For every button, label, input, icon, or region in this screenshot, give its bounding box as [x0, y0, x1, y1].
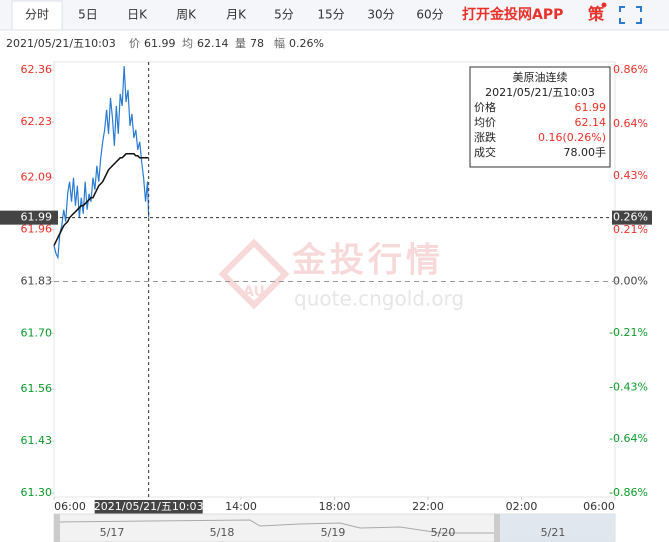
x-tick-label: 06:00 — [583, 500, 615, 513]
info-avg-label: 均 — [182, 37, 193, 50]
x-tick-label: 02:00 — [506, 500, 538, 513]
y2-tick-label: -0.64% — [609, 432, 648, 445]
x-tick-label: 06:00 — [54, 500, 86, 513]
crosshair-price-box — [0, 210, 58, 225]
watermark-url: quote.cngold.org — [294, 287, 464, 311]
info-bar: 2021/05/21/五10:03 价 61.99 均 62.14 量 78 幅 0.26% — [6, 37, 324, 50]
navigator-handle[interactable] — [54, 514, 60, 542]
navigator-window[interactable] — [497, 514, 615, 542]
x-tick-label: 14:00 — [225, 500, 257, 513]
badge-dot — [601, 2, 607, 8]
y-tick-label: 61.70 — [21, 326, 53, 339]
tooltip-value: 61.99 — [575, 101, 607, 114]
tab[interactable]: 60分 — [416, 8, 443, 22]
x-tick-label: 18:00 — [319, 500, 351, 513]
y-tick-label: 62.09 — [21, 171, 53, 184]
crosshair-time-box — [94, 500, 203, 514]
info-time: 2021/05/21/五10:03 — [6, 37, 116, 50]
y-tick-label: 61.30 — [21, 486, 53, 499]
tooltip-value: 0.16(0.26%) — [538, 131, 606, 144]
tooltip-title: 美原油连续 — [513, 70, 568, 84]
crosshair-pct-box — [612, 210, 652, 225]
y2-tick-label: 0.86% — [613, 63, 648, 76]
navigator-line — [55, 519, 497, 534]
navigator-dates: 5/17 5/18 5/19 5/20 5/21 — [100, 526, 566, 539]
tooltip-label: 均价 — [474, 116, 496, 129]
navigator-date: 5/17 — [100, 526, 125, 539]
tooltip-box — [469, 66, 611, 168]
plot: 62.36 62.23 62.09 61.96 61.83 61.70 61.56 61.43… — [0, 62, 652, 514]
navigator-date: 5/20 — [431, 526, 456, 539]
tab[interactable]: 30分 — [367, 8, 394, 22]
watermark-logo — [218, 238, 290, 310]
watermark-logo-text: AU — [243, 284, 265, 300]
x-tick-label: 22:00 — [412, 500, 444, 513]
tab[interactable]: 15分 — [317, 8, 344, 22]
y2-tick-label: 0.00% — [613, 275, 648, 288]
tab[interactable]: 5分 — [274, 8, 294, 22]
tab[interactable]: 周K — [176, 8, 197, 22]
y-tick-label: 61.96 — [21, 223, 53, 236]
y2-tick-label: -0.21% — [609, 326, 648, 339]
y2-tick-label: -0.43% — [609, 380, 648, 393]
navigator-date: 5/18 — [210, 526, 235, 539]
info-price: 61.99 — [144, 37, 176, 50]
info-volume: 78 — [250, 37, 264, 50]
tab[interactable]: 5日 — [78, 8, 98, 22]
y-tick-label: 62.23 — [21, 115, 53, 128]
fullscreen-icon[interactable] — [619, 6, 642, 24]
watermark-brand: 金投行情 — [291, 241, 444, 281]
watermark: AU 金投行情 quote.cngold.org — [218, 238, 464, 311]
active-tab-bg — [11, 0, 63, 31]
info-amp: 0.26% — [289, 37, 324, 50]
tab[interactable]: 分时 — [25, 8, 49, 22]
tab[interactable]: 月K — [226, 8, 247, 22]
info-avg: 62.14 — [197, 37, 229, 50]
series-line — [53, 65, 150, 260]
crosshair-pct: 0.26% — [613, 211, 648, 224]
y2-tick-label: 0.64% — [613, 117, 648, 130]
y2-tick-label: 0.21% — [613, 223, 648, 236]
tooltip-value: 62.14 — [575, 116, 607, 129]
strategy-button[interactable]: 策 — [587, 5, 605, 24]
tooltip-label: 价格 — [474, 100, 496, 114]
tooltip-label: 涨跌 — [474, 130, 496, 144]
tooltip-value: 78.00手 — [564, 145, 607, 159]
crosshair-time: 2021/05/21/五10:03 — [94, 500, 204, 513]
toolbar-bg — [0, 0, 669, 30]
tooltip-label: 成交 — [474, 145, 496, 159]
info-price-label: 价 — [129, 37, 140, 50]
info-volume-label: 量 — [235, 37, 246, 50]
navigator-date: 5/21 — [541, 526, 566, 539]
y-tick-label: 61.43 — [21, 434, 53, 447]
y2-tick-label: 0.43% — [613, 169, 648, 182]
y-tick-label: 61.56 — [21, 382, 53, 395]
info-amp-label: 幅 — [274, 37, 285, 50]
y-tick-label: 61.83 — [21, 275, 53, 288]
y2-tick-label: -0.86% — [609, 486, 648, 499]
series-line — [53, 153, 149, 246]
y-tick-label: 62.36 — [21, 63, 53, 76]
navigator-handle[interactable] — [494, 514, 500, 542]
app-link[interactable]: 打开金投网APP — [462, 6, 563, 23]
navigator-date: 5/19 — [321, 526, 346, 539]
tooltip-time: 2021/05/21/五10:03 — [485, 86, 595, 99]
tab[interactable]: 日K — [127, 8, 148, 22]
crosshair-price: 61.99 — [21, 211, 53, 224]
